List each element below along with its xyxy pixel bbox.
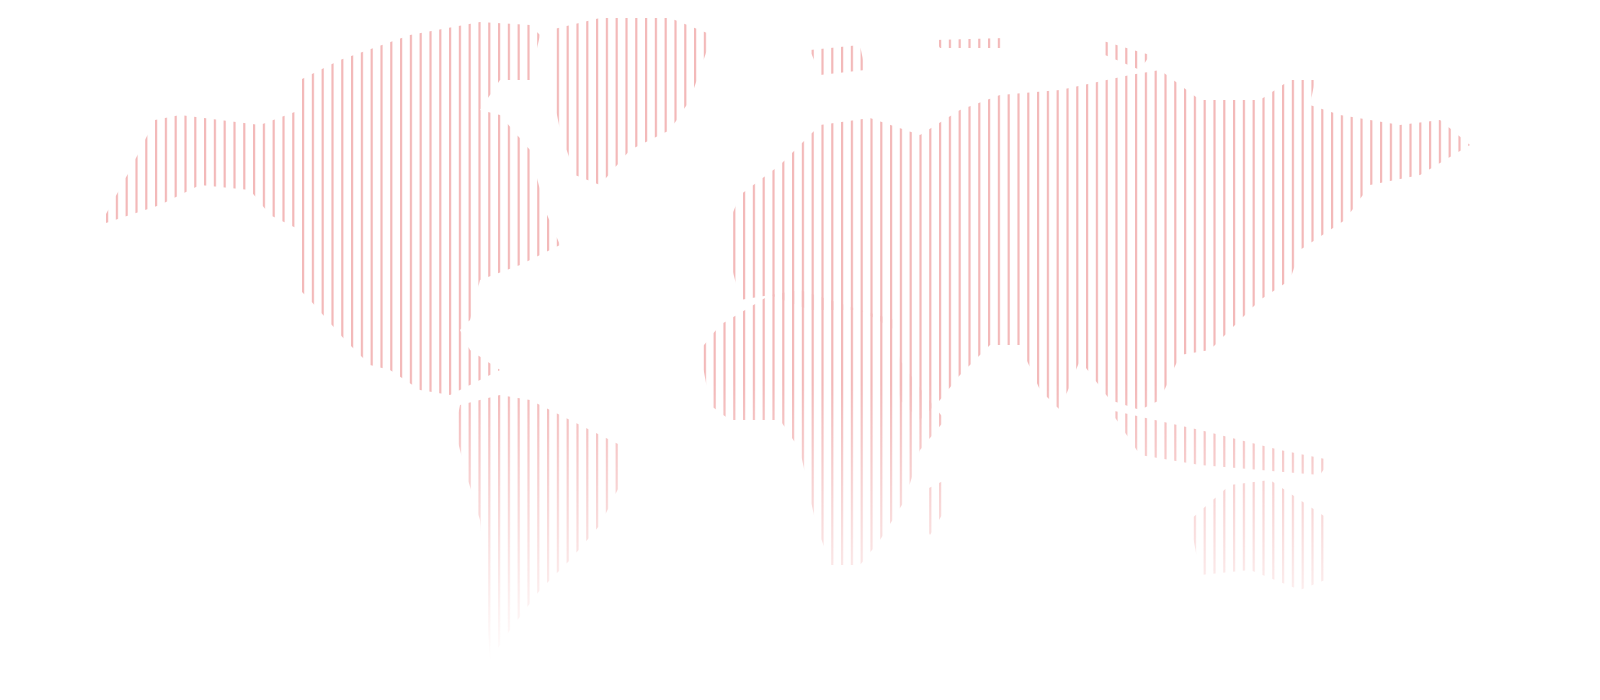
southeast-asia-islands — [1110, 410, 1330, 475]
madagascar — [922, 480, 945, 535]
greenland — [550, 18, 712, 185]
eurasia — [730, 70, 1470, 420]
arctic-islands — [810, 38, 1150, 75]
australia — [1190, 480, 1330, 590]
north-america — [100, 22, 560, 395]
continents — [100, 18, 1470, 660]
south-america — [455, 395, 625, 660]
africa — [700, 290, 945, 565]
